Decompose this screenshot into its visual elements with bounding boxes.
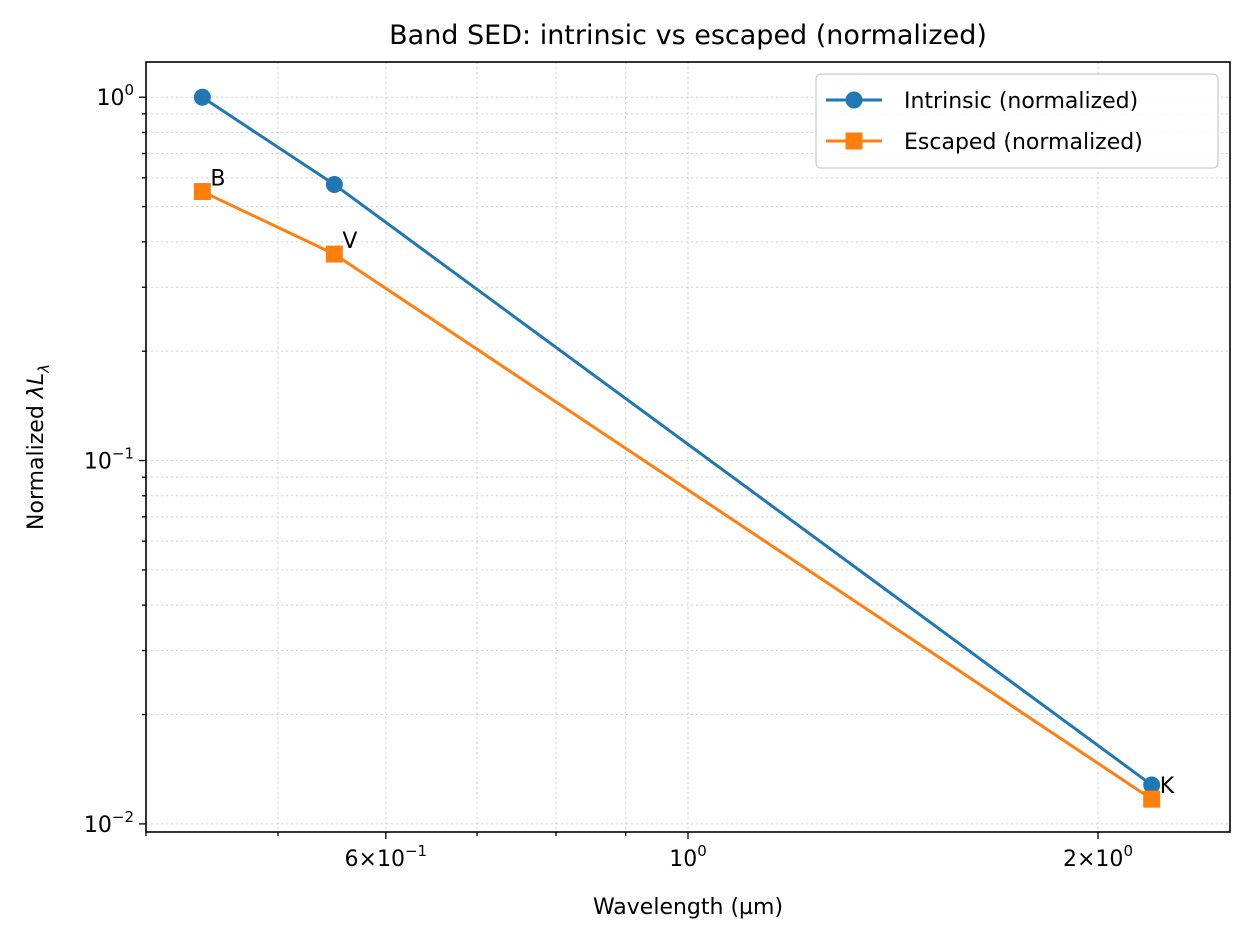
- y-axis-label-prefix: Normalized: [24, 398, 49, 530]
- point-annotations: B V K: [210, 167, 1174, 799]
- x-tick-label: 6×10−1: [345, 842, 428, 872]
- chart-title: Band SED: intrinsic vs escaped (normaliz…: [389, 20, 987, 51]
- legend-item: Intrinsic (normalized): [826, 89, 1138, 114]
- data-point: [1143, 776, 1161, 794]
- y-axis-label-symbol: λL: [24, 373, 49, 399]
- legend: Intrinsic (normalized) Escaped (normalize…: [815, 73, 1219, 169]
- y-tick-label: 10−2: [84, 808, 134, 838]
- legend-label: Intrinsic (normalized): [904, 89, 1138, 114]
- y-tick-label: 10−1: [84, 445, 134, 475]
- point-label: K: [1160, 774, 1175, 799]
- legend-marker: [845, 91, 863, 109]
- legend-label: Escaped (normalized): [904, 130, 1143, 155]
- point-label: V: [342, 229, 357, 254]
- legend-box: [815, 73, 1219, 169]
- legend-item: Escaped (normalized): [826, 130, 1143, 155]
- y-axis-label: Normalized λLλ: [24, 364, 53, 530]
- legend-marker: [845, 132, 863, 150]
- axis-ticks: 100 10−1 10−2 6×10−1 100 2×100: [84, 81, 1133, 872]
- data-point: [193, 183, 211, 201]
- data-point: [193, 88, 211, 106]
- series-layer: [193, 88, 1161, 808]
- y-axis-label-subscript: λ: [35, 364, 53, 374]
- point-label: B: [210, 167, 225, 192]
- data-point: [325, 245, 343, 263]
- data-point: [325, 176, 343, 194]
- data-point: [1143, 790, 1161, 808]
- x-tick-label: 100: [669, 842, 707, 872]
- series-escaped: [193, 183, 1161, 808]
- x-axis-label: Wavelength (µm): [593, 895, 783, 920]
- y-tick-label: 100: [96, 81, 134, 111]
- x-tick-label: 2×100: [1063, 842, 1133, 872]
- series-intrinsic: [193, 88, 1161, 794]
